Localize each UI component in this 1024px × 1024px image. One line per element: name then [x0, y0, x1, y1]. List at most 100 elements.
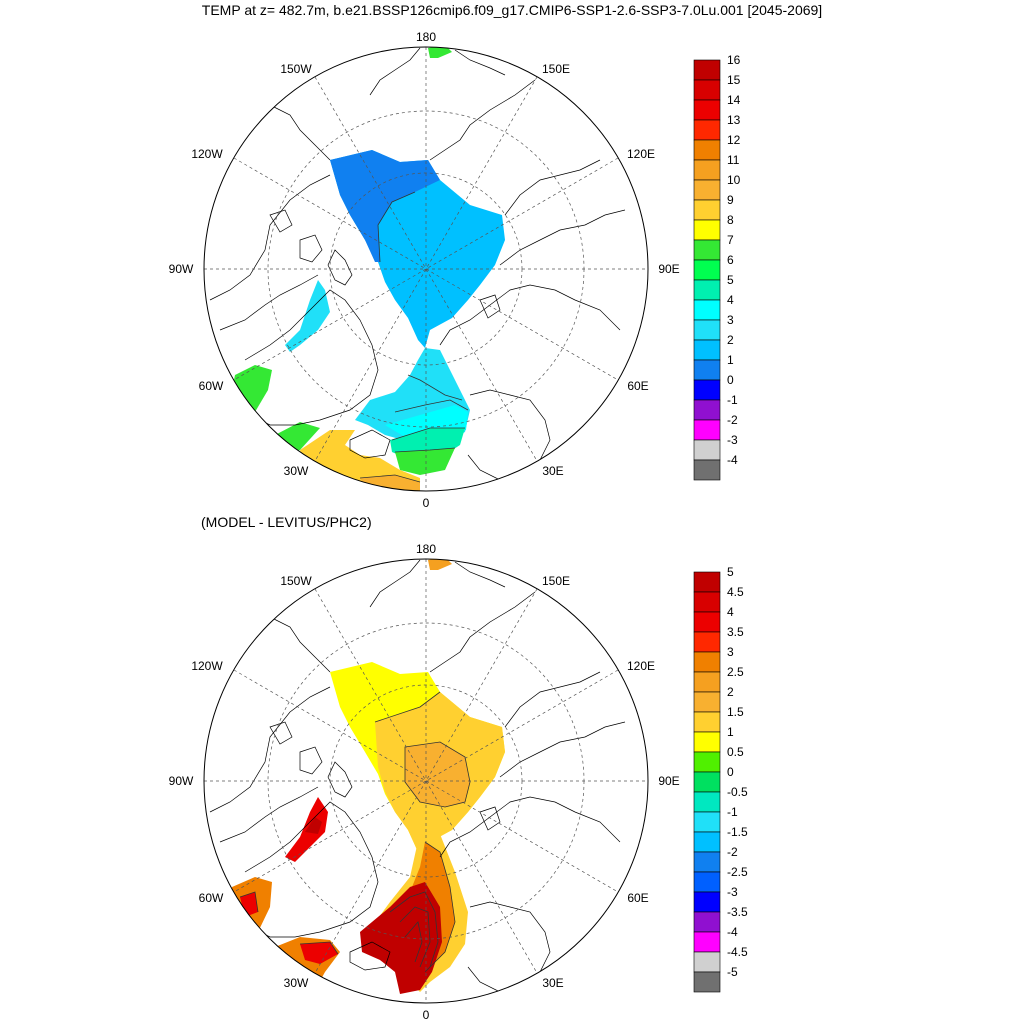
map-boundary: [203, 46, 649, 492]
colorbar-swatch: [693, 691, 721, 713]
irminger-diff-red: [300, 942, 338, 964]
colorbar-tick-label: 4.5: [727, 585, 744, 599]
colorbar-tick-label: 10: [727, 173, 741, 187]
colorbar-tick-label: -3: [727, 433, 738, 447]
colorbar-tick-label: 3: [727, 313, 734, 327]
colorbar-swatch: [693, 591, 721, 613]
colorbar-swatch: [693, 119, 721, 141]
plot-title: TEMP at z= 482.7m, b.e21.BSSP126cmip6.f0…: [201, 2, 823, 18]
colorbar-tick-label: -4: [727, 453, 738, 467]
colorbar-tick-label: 1: [727, 725, 734, 739]
colorbar-tick-label: -2.5: [727, 865, 748, 879]
contour-lines-diff: [239, 691, 471, 973]
colorbar-tick-label: 6: [727, 253, 734, 267]
colorbar-swatch: [693, 851, 721, 873]
map-boundary-diff: [203, 558, 649, 1004]
colorbar-swatch: [693, 711, 721, 733]
colorbar-swatch: [693, 199, 721, 221]
colorbar-tick-label: 3: [727, 645, 734, 659]
lon-label-180: 180: [416, 542, 436, 556]
colorbar-swatch: [693, 651, 721, 673]
colorbar-tick-label: 5: [727, 565, 734, 579]
colorbar-tick-label: 2.5: [727, 665, 744, 679]
colorbar-tick-label: -0.5: [727, 785, 748, 799]
colorbar-swatch: [693, 459, 721, 481]
colorbar-swatch: [693, 971, 721, 993]
colorbar-swatch: [693, 319, 721, 341]
nordic-seas-diff-red: [360, 882, 442, 994]
colorbar-tick-label: -4: [727, 925, 738, 939]
lon-label-60w: 60W: [199, 379, 224, 393]
difference-subtitle: (MODEL - LEVITUS/PHC2): [201, 514, 372, 530]
lon-label-120e: 120E: [627, 147, 655, 161]
colorbar-tick-label: -3.5: [727, 905, 748, 919]
colorbar-tick-label: -4.5: [727, 945, 748, 959]
lon-label-90w: 90W: [169, 774, 194, 788]
lon-label-180: 180: [416, 30, 436, 44]
colorbar-swatch: [693, 159, 721, 181]
colorbar-swatch: [693, 631, 721, 653]
colorbar-swatch: [693, 219, 721, 241]
colorbar-tick-label: 4: [727, 605, 734, 619]
colorbar-swatch: [693, 751, 721, 773]
lon-label-150e: 150E: [542, 62, 570, 76]
colorbar-swatch: [693, 399, 721, 421]
lon-label-150w: 150W: [280, 574, 312, 588]
colorbar-tick-label: -1: [727, 805, 738, 819]
lon-label-60w: 60W: [199, 891, 224, 905]
colorbar-tick-label: -2: [727, 413, 738, 427]
colorbar-tick-label: 13: [727, 113, 741, 127]
colorbar-swatch: [693, 79, 721, 101]
colorbar-swatch: [693, 891, 721, 913]
colorbar-swatch: [693, 931, 721, 953]
lon-label-150e: 150E: [542, 574, 570, 588]
colorbar-swatch: [693, 279, 721, 301]
colorbar-tick-label: -1: [727, 393, 738, 407]
colorbar-swatch: [693, 811, 721, 833]
lon-label-120w: 120W: [191, 147, 223, 161]
baffin-bay-diff: [285, 797, 328, 862]
baffin-bay-field: [285, 280, 330, 352]
colorbar-swatch: [693, 671, 721, 693]
colorbar-swatch: [693, 239, 721, 261]
lon-label-0: 0: [423, 1008, 430, 1022]
colorbar-swatch: [693, 139, 721, 161]
colorbar-swatch: [693, 259, 721, 281]
colorbar-tick-label: 14: [727, 93, 741, 107]
graticule: [204, 47, 648, 491]
eurasian-basin-diff-orange: [405, 742, 470, 807]
colorbar-tick-label: 0.5: [727, 745, 744, 759]
colorbar-tick-label: 5: [727, 273, 734, 287]
lon-label-30e: 30E: [542, 976, 563, 990]
polar-map-temperature: 180 0 150W 150E 120W 120E 90W 90E 60W 60…: [169, 30, 680, 510]
colorbar-swatch: [693, 791, 721, 813]
colorbar-swatch: [693, 419, 721, 441]
colorbar-swatch: [693, 439, 721, 461]
lon-label-90e: 90E: [658, 262, 679, 276]
colorbar-swatch: [693, 179, 721, 201]
colorbar-swatch: [693, 339, 721, 361]
colorbar-tick-label: 0: [727, 373, 734, 387]
lon-label-30w: 30W: [284, 976, 309, 990]
colorbar-tick-label: 3.5: [727, 625, 744, 639]
colorbar-swatch: [693, 611, 721, 633]
colorbar-tick-label: -5: [727, 965, 738, 979]
colorbar-swatch: [693, 359, 721, 381]
colorbar-tick-label: 1.5: [727, 705, 744, 719]
colorbar-swatch: [693, 871, 721, 893]
graticule-diff: [204, 559, 648, 1003]
coastlines-diff: [209, 559, 626, 993]
canada-basin-field: [330, 150, 440, 262]
colorbar-swatch: [693, 731, 721, 753]
lon-label-150w: 150W: [280, 62, 312, 76]
colorbar-tick-label: 11: [727, 153, 740, 167]
colorbar-tick-label: 0: [727, 765, 734, 779]
lon-label-60e: 60E: [627, 891, 648, 905]
colorbar-tick-label: 12: [727, 133, 741, 147]
colorbar-swatch: [693, 771, 721, 793]
lon-label-120w: 120W: [191, 659, 223, 673]
lon-label-60e: 60E: [627, 379, 648, 393]
colorbar-tick-label: 15: [727, 73, 741, 87]
colorbar-tick-label: 2: [727, 333, 734, 347]
colorbar-tick-label: 8: [727, 213, 734, 227]
